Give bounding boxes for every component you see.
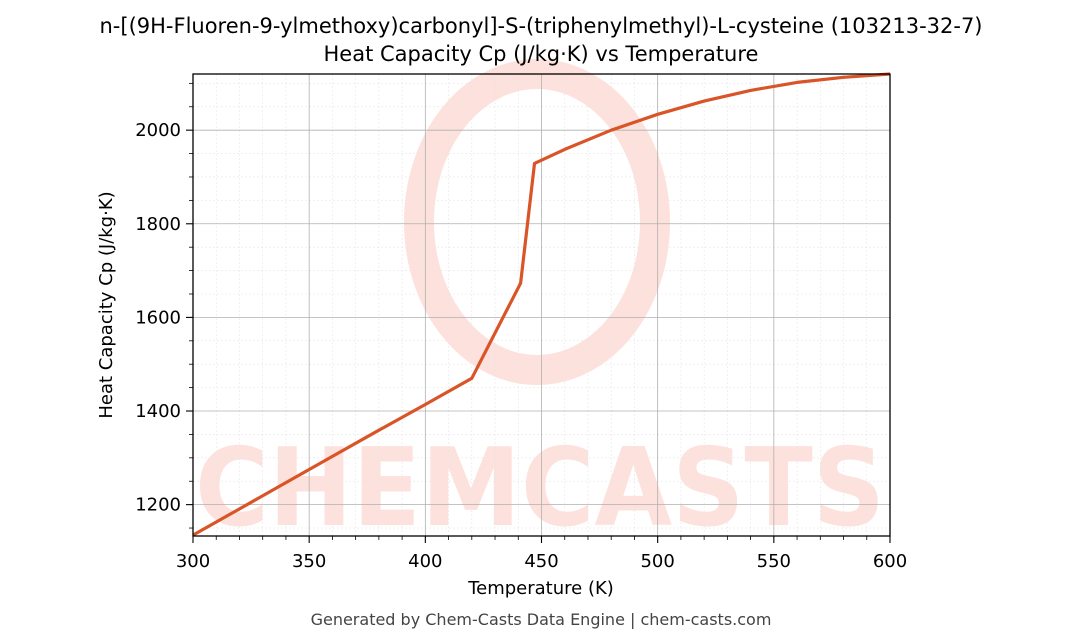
watermark-text: CHEMCASTS xyxy=(195,426,885,551)
x-tick-label: 300 xyxy=(176,551,210,572)
x-tick-label: 450 xyxy=(524,551,558,572)
x-tick-label: 400 xyxy=(408,551,442,572)
y-tick-label: 1600 xyxy=(135,307,181,328)
y-tick-label: 1200 xyxy=(135,495,181,516)
watermark: CHEMCASTS xyxy=(195,59,885,551)
chart-subtitle: Heat Capacity Cp (J/kg·K) vs Temperature xyxy=(324,42,759,66)
y-tick-label: 2000 xyxy=(135,120,181,141)
footer-credit: Generated by Chem-Casts Data Engine | ch… xyxy=(311,610,772,629)
y-axis-label: Heat Capacity Cp (J/kg·K) xyxy=(96,191,117,418)
axis-ticks xyxy=(186,82,891,543)
y-tick-label: 1400 xyxy=(135,401,181,422)
x-axis-label: Temperature (K) xyxy=(467,578,614,599)
chart-title: n-[(9H-Fluoren-9-ylmethoxy)carbonyl]-S-(… xyxy=(99,14,982,38)
watermark-logo-ring xyxy=(404,59,670,385)
x-tick-label: 600 xyxy=(873,551,907,572)
x-tick-label: 500 xyxy=(640,551,674,572)
x-tick-label: 550 xyxy=(757,551,791,572)
y-tick-label: 1800 xyxy=(135,214,181,235)
tick-labels: 300 350 400 450 500 550 600 1200 1400 1600 1800 200… xyxy=(135,120,907,572)
x-tick-label: 350 xyxy=(292,551,326,572)
series-line xyxy=(192,72,891,537)
